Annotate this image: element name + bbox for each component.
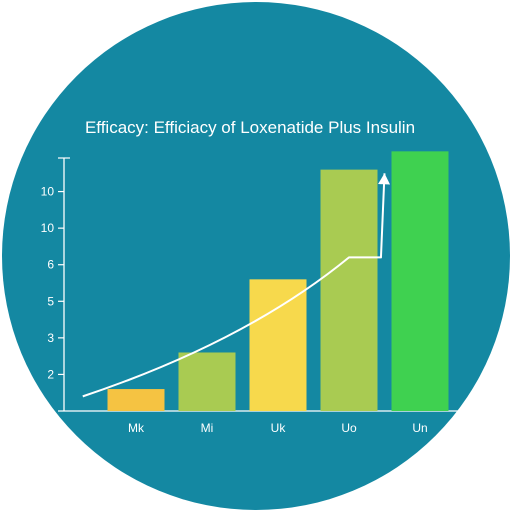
x-tick-label: Un xyxy=(412,421,427,435)
x-tick-label: Mi xyxy=(201,421,214,435)
x-axis-labels: Mk Mi Uk Uo Un xyxy=(128,421,428,435)
x-tick-label: Mk xyxy=(128,421,145,435)
y-tick-label: 10 xyxy=(41,185,55,199)
bar-uk xyxy=(249,279,307,411)
bar-mk xyxy=(107,389,165,411)
bar-series xyxy=(107,151,449,412)
chart-title: Efficacy: Efficiacy of Loxenatide Plus I… xyxy=(85,118,415,137)
x-tick-label: Uo xyxy=(341,421,357,435)
y-tick-label: 2 xyxy=(47,367,54,381)
y-tick-label: 10 xyxy=(41,221,55,235)
y-axis-ticks: 2 3 5 6 10 10 xyxy=(41,157,70,381)
y-tick-label: 3 xyxy=(47,331,54,345)
trend-line xyxy=(82,173,386,398)
bar-mi xyxy=(178,352,236,411)
bar-uo xyxy=(320,169,378,411)
trend-arrow xyxy=(82,173,391,398)
y-tick-label: 6 xyxy=(47,258,54,272)
y-tick-label: 5 xyxy=(47,294,54,308)
trend-arrowhead xyxy=(378,173,391,185)
bar-un xyxy=(391,151,449,412)
x-tick-label: Uk xyxy=(271,421,287,435)
